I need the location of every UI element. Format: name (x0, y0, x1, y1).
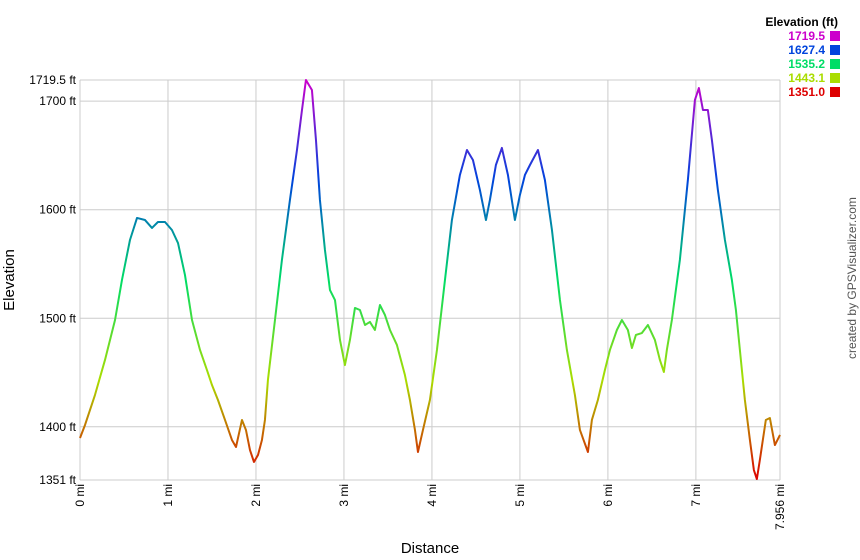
y-tick-label: 1700 ft (39, 94, 76, 108)
x-tick-label: 7.956 mi (773, 484, 787, 530)
x-tick-label: 4 mi (425, 484, 439, 507)
y-tick-label: 1400 ft (39, 420, 76, 434)
legend-label: 1627.4 (788, 43, 825, 57)
x-axis-label: Distance (401, 540, 459, 557)
legend-swatch (830, 31, 840, 41)
legend-label: 1719.5 (788, 29, 825, 43)
y-tick-label: 1600 ft (39, 203, 76, 217)
legend-label: 1351.0 (788, 85, 825, 99)
legend-swatch (830, 59, 840, 69)
legend-title: Elevation (ft) (765, 15, 838, 29)
x-tick-label: 3 mi (337, 484, 351, 507)
legend-label: 1535.2 (788, 57, 825, 71)
legend-swatch (830, 45, 840, 55)
legend-label: 1443.1 (788, 71, 825, 85)
legend-swatch (830, 73, 840, 83)
y-tick-label: 1351 ft (39, 473, 76, 487)
x-tick-label: 0 mi (73, 484, 87, 507)
x-tick-label: 5 mi (513, 484, 527, 507)
x-tick-label: 6 mi (601, 484, 615, 507)
x-tick-label: 1 mi (161, 484, 175, 507)
y-axis-label: Elevation (1, 249, 18, 311)
x-tick-label: 7 mi (689, 484, 703, 507)
elevation-line (79, 79, 781, 481)
credit: created by GPSVisualizer.com (845, 197, 859, 359)
legend-swatch (830, 87, 840, 97)
x-tick-label: 2 mi (249, 484, 263, 507)
y-tick-label: 1500 ft (39, 311, 76, 325)
y-tick-label: 1719.5 ft (29, 73, 76, 87)
